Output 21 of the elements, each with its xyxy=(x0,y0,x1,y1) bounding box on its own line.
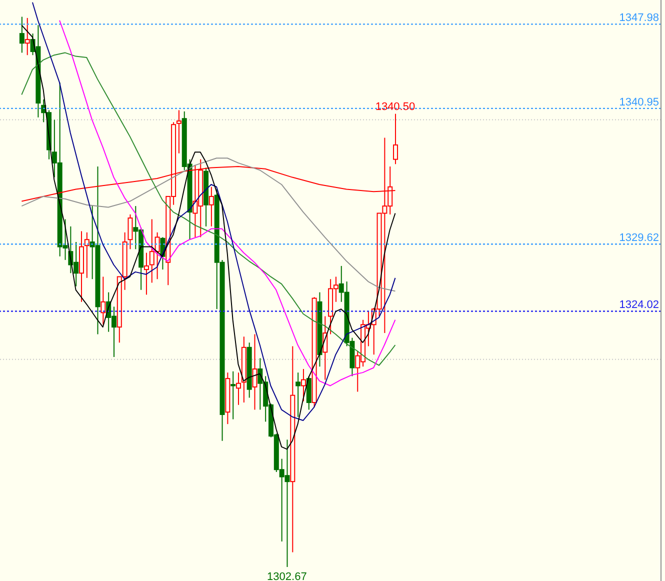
candlestick xyxy=(306,376,312,410)
candlestick xyxy=(296,372,301,418)
candlestick xyxy=(128,214,133,250)
candlestick xyxy=(176,110,182,154)
candlestick xyxy=(100,276,106,326)
candlestick xyxy=(19,16,24,54)
ref-line-label: 1340.95 xyxy=(619,96,659,108)
candlestick xyxy=(24,17,30,56)
candlestick xyxy=(144,252,149,296)
ref-line-label: 1347.98 xyxy=(619,12,659,24)
candlestick xyxy=(208,186,214,227)
candlestick xyxy=(252,334,258,410)
candlestick xyxy=(393,113,398,165)
ref-line-label: 1324.02 xyxy=(619,299,659,312)
candlestick xyxy=(236,372,242,406)
ref-line-label: 1329.62 xyxy=(619,232,659,244)
candlestick xyxy=(230,370,236,420)
candlestick xyxy=(300,368,306,402)
annotation: 1340.50 xyxy=(375,100,416,113)
candlestick xyxy=(84,232,90,278)
annotation: 1302.67 xyxy=(267,570,307,581)
